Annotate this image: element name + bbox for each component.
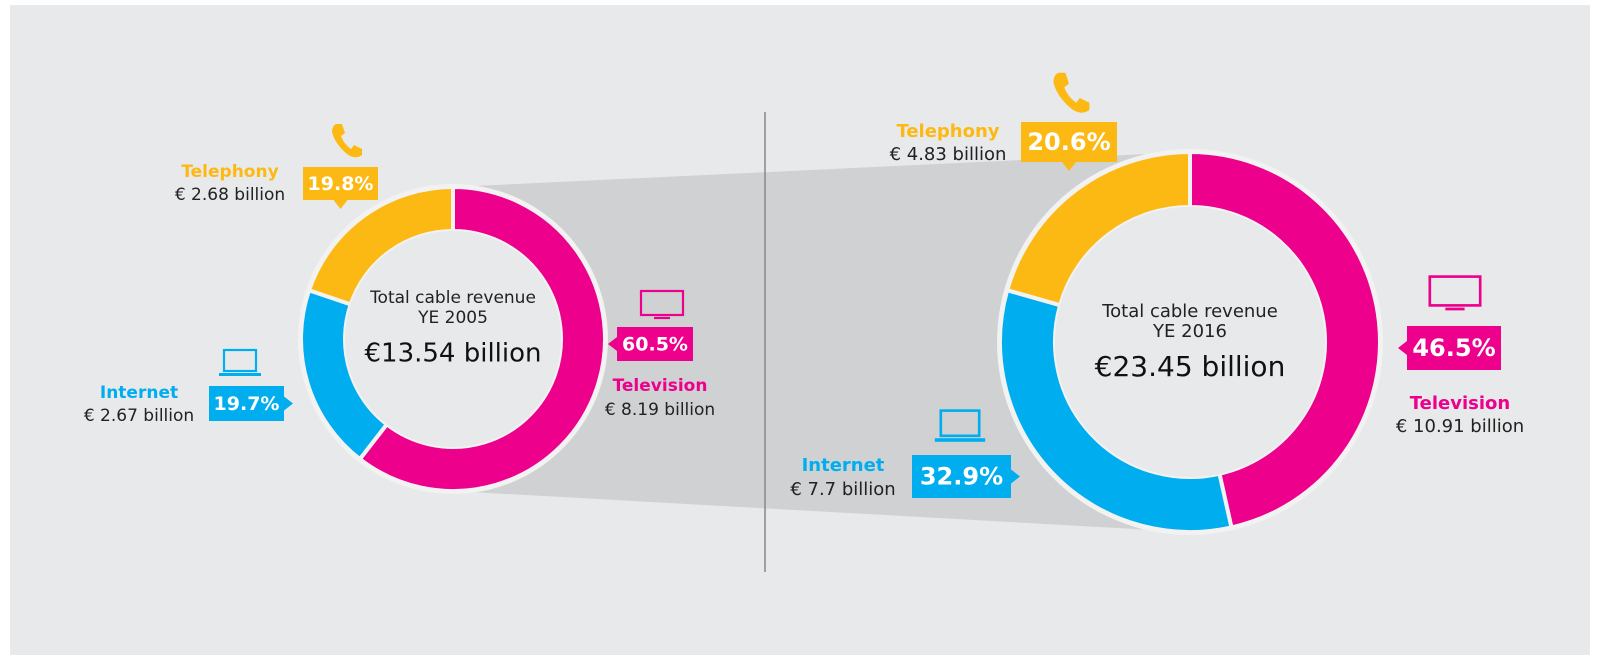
- category-name: Telephony: [896, 121, 999, 142]
- category-amount: € 7.7 billion: [790, 479, 895, 500]
- donut-hole: [345, 231, 561, 447]
- percent-label: 19.7%: [214, 393, 280, 415]
- donut-segment: [1188, 149, 1382, 530]
- icon-laptop: [219, 348, 261, 376]
- percent-box: [617, 327, 693, 361]
- percent-pointer: [1011, 469, 1020, 484]
- category-amount: € 8.19 billion: [605, 400, 715, 420]
- phone: [1053, 72, 1090, 113]
- laptop-base: [219, 373, 261, 376]
- center-total: €23.45 billion: [1095, 350, 1286, 383]
- percent-label: 32.9%: [920, 463, 1003, 491]
- center-label: YE 2005: [417, 308, 488, 328]
- category-amount: € 4.83 billion: [890, 144, 1007, 165]
- icon-tv: [639, 289, 685, 320]
- percent-pointer: [608, 337, 617, 351]
- center-label: Total cable revenue: [1101, 301, 1278, 322]
- category-name: Television: [1410, 393, 1510, 414]
- donut-hole: [1055, 207, 1325, 477]
- percent-box: [209, 386, 284, 421]
- center-total: €13.54 billion: [364, 339, 541, 369]
- percent-label: 19.8%: [308, 173, 374, 195]
- percent-label: 46.5%: [1412, 334, 1495, 362]
- percent-box: [1407, 326, 1501, 370]
- category-name: Telephony: [181, 162, 278, 182]
- funnel: [453, 152, 1190, 532]
- laptop-base: [934, 438, 986, 442]
- laptop-screen: [222, 348, 258, 373]
- percent-pointer: [1398, 341, 1407, 355]
- laptop-screen: [939, 409, 981, 438]
- center-label: YE 2016: [1152, 321, 1227, 342]
- percent-label: 20.6%: [1027, 128, 1110, 156]
- phone: [332, 124, 362, 158]
- icon-phone: [332, 124, 362, 158]
- tv-screen: [639, 289, 685, 317]
- percent-pointer: [1062, 162, 1076, 171]
- center-label: Total cable revenue: [369, 288, 536, 308]
- icon-laptop: [934, 409, 986, 442]
- category-amount: € 2.67 billion: [84, 406, 194, 426]
- percent-box: [303, 167, 378, 200]
- percent-box: [912, 455, 1011, 498]
- category-name: Internet: [100, 383, 178, 403]
- category-name: Television: [613, 376, 708, 396]
- tv-screen: [1428, 275, 1482, 307]
- category-amount: € 2.68 billion: [175, 185, 285, 205]
- icon-phone: [1053, 72, 1090, 113]
- icon-tv: [1428, 275, 1482, 311]
- category-name: Internet: [802, 455, 885, 476]
- percent-box: [1021, 122, 1117, 162]
- percent-pointer: [333, 200, 348, 209]
- percent-pointer: [284, 396, 293, 411]
- category-amount: € 10.91 billion: [1396, 416, 1524, 437]
- percent-label: 60.5%: [622, 334, 688, 356]
